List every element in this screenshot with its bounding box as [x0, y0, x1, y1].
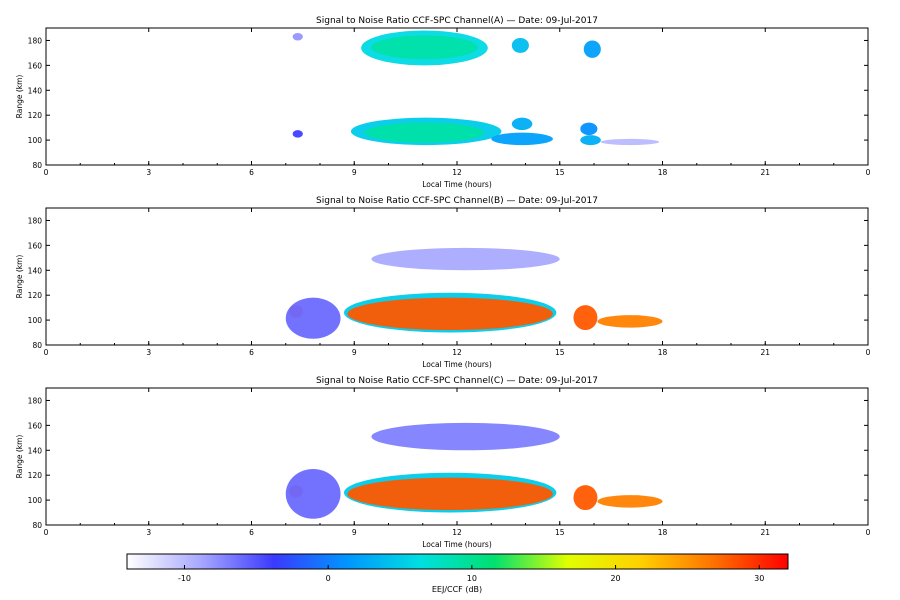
x-tick-label: 15	[555, 168, 565, 177]
y-tick-label: 160	[28, 421, 43, 430]
colorbar-label: EEJ/CCF (dB)	[432, 585, 482, 594]
x-tick-label: 6	[249, 528, 254, 537]
x-tick-label: 0	[44, 348, 49, 357]
snr-patch	[511, 37, 529, 53]
chart-title: Signal to Noise Ratio CCF-SPC Channel(B)…	[316, 196, 598, 206]
colorbar-tick-label: 30	[754, 574, 764, 583]
snr-patch	[285, 468, 341, 519]
x-tick-label: 12	[452, 348, 462, 357]
x-tick-label: 18	[658, 348, 668, 357]
y-tick-label: 160	[28, 61, 43, 70]
y-tick-label: 180	[28, 396, 43, 405]
colorbar-tick-label: 10	[467, 574, 477, 583]
colorbar-tick-label: 20	[610, 574, 620, 583]
snr-patch	[371, 247, 560, 271]
snr-patch	[347, 297, 553, 331]
y-tick-label: 140	[28, 266, 43, 275]
y-tick-label: 160	[28, 241, 43, 250]
y-tick-label: 140	[28, 446, 43, 455]
y-axis-label: Range (km)	[15, 75, 24, 119]
snr-patch	[511, 117, 533, 131]
y-axis-label: Range (km)	[15, 435, 24, 479]
x-tick-label: 6	[249, 168, 254, 177]
snr-patch	[292, 130, 303, 138]
colorbar-gradient	[126, 553, 789, 570]
snr-patches	[285, 247, 663, 339]
snr-patch	[364, 122, 485, 143]
snr-patches	[292, 30, 660, 146]
colorbar: -10 0 10 20 30 EEJ/CCF (dB)	[126, 553, 789, 594]
y-tick-label: 100	[28, 136, 43, 145]
x-tick-label: 0	[866, 168, 871, 177]
colorbar-tick-label: -10	[178, 574, 191, 583]
snr-patch	[597, 315, 663, 328]
chart-title: Signal to Noise Ratio CCF-SPC Channel(C)…	[316, 376, 598, 386]
x-tick-label: 9	[352, 168, 357, 177]
colorbar-tick-label: 0	[326, 574, 331, 583]
snr-patch	[285, 297, 341, 339]
x-tick-label: 6	[249, 348, 254, 357]
y-tick-label: 120	[28, 471, 43, 480]
snr-patch	[580, 135, 601, 146]
snr-patches	[285, 422, 663, 519]
x-tick-label: 18	[658, 168, 668, 177]
y-tick-label: 180	[28, 216, 43, 225]
x-tick-label: 3	[146, 348, 151, 357]
colorbar-ticks: -10 0 10 20 30	[178, 565, 764, 583]
snr-patch	[583, 40, 601, 58]
x-tick-label: 3	[146, 528, 151, 537]
snr-patch	[573, 485, 598, 511]
y-tick-label: 80	[32, 341, 42, 350]
y-tick-label: 120	[28, 291, 43, 300]
y-tick-label: 140	[28, 86, 43, 95]
x-tick-label: 21	[760, 348, 770, 357]
y-axis-label: Range (km)	[15, 255, 24, 299]
y-tick-label: 80	[32, 521, 42, 530]
y-tick-label: 100	[28, 496, 43, 505]
x-axis-label: Local Time (hours)	[422, 180, 492, 189]
snr-patch	[600, 138, 660, 146]
x-axis-label: Local Time (hours)	[422, 360, 492, 369]
snr-patch	[371, 422, 560, 451]
x-tick-label: 12	[452, 528, 462, 537]
y-tick-label: 180	[28, 36, 43, 45]
snr-patch	[292, 32, 303, 41]
y-tick-label: 80	[32, 161, 42, 170]
x-tick-label: 21	[760, 168, 770, 177]
x-tick-label: 3	[146, 168, 151, 177]
snr-patch	[573, 305, 598, 331]
x-tick-label: 12	[452, 168, 462, 177]
chart-title: Signal to Noise Ratio CCF-SPC Channel(A)…	[316, 16, 598, 26]
snr-patch	[580, 122, 598, 136]
x-tick-label: 9	[352, 348, 357, 357]
x-tick-label: 18	[658, 528, 668, 537]
x-tick-label: 0	[866, 528, 871, 537]
y-tick-label: 100	[28, 316, 43, 325]
snr-patch	[371, 35, 478, 60]
snr-patch	[347, 477, 553, 511]
snr-patch	[491, 132, 553, 146]
y-tick-label: 120	[28, 111, 43, 120]
x-tick-label: 21	[760, 528, 770, 537]
x-tick-label: 15	[555, 528, 565, 537]
x-tick-label: 0	[44, 168, 49, 177]
x-tick-label: 0	[866, 348, 871, 357]
x-tick-label: 15	[555, 348, 565, 357]
snr-patch	[597, 495, 663, 508]
x-tick-label: 0	[44, 528, 49, 537]
x-axis-label: Local Time (hours)	[422, 540, 492, 549]
x-tick-label: 9	[352, 528, 357, 537]
